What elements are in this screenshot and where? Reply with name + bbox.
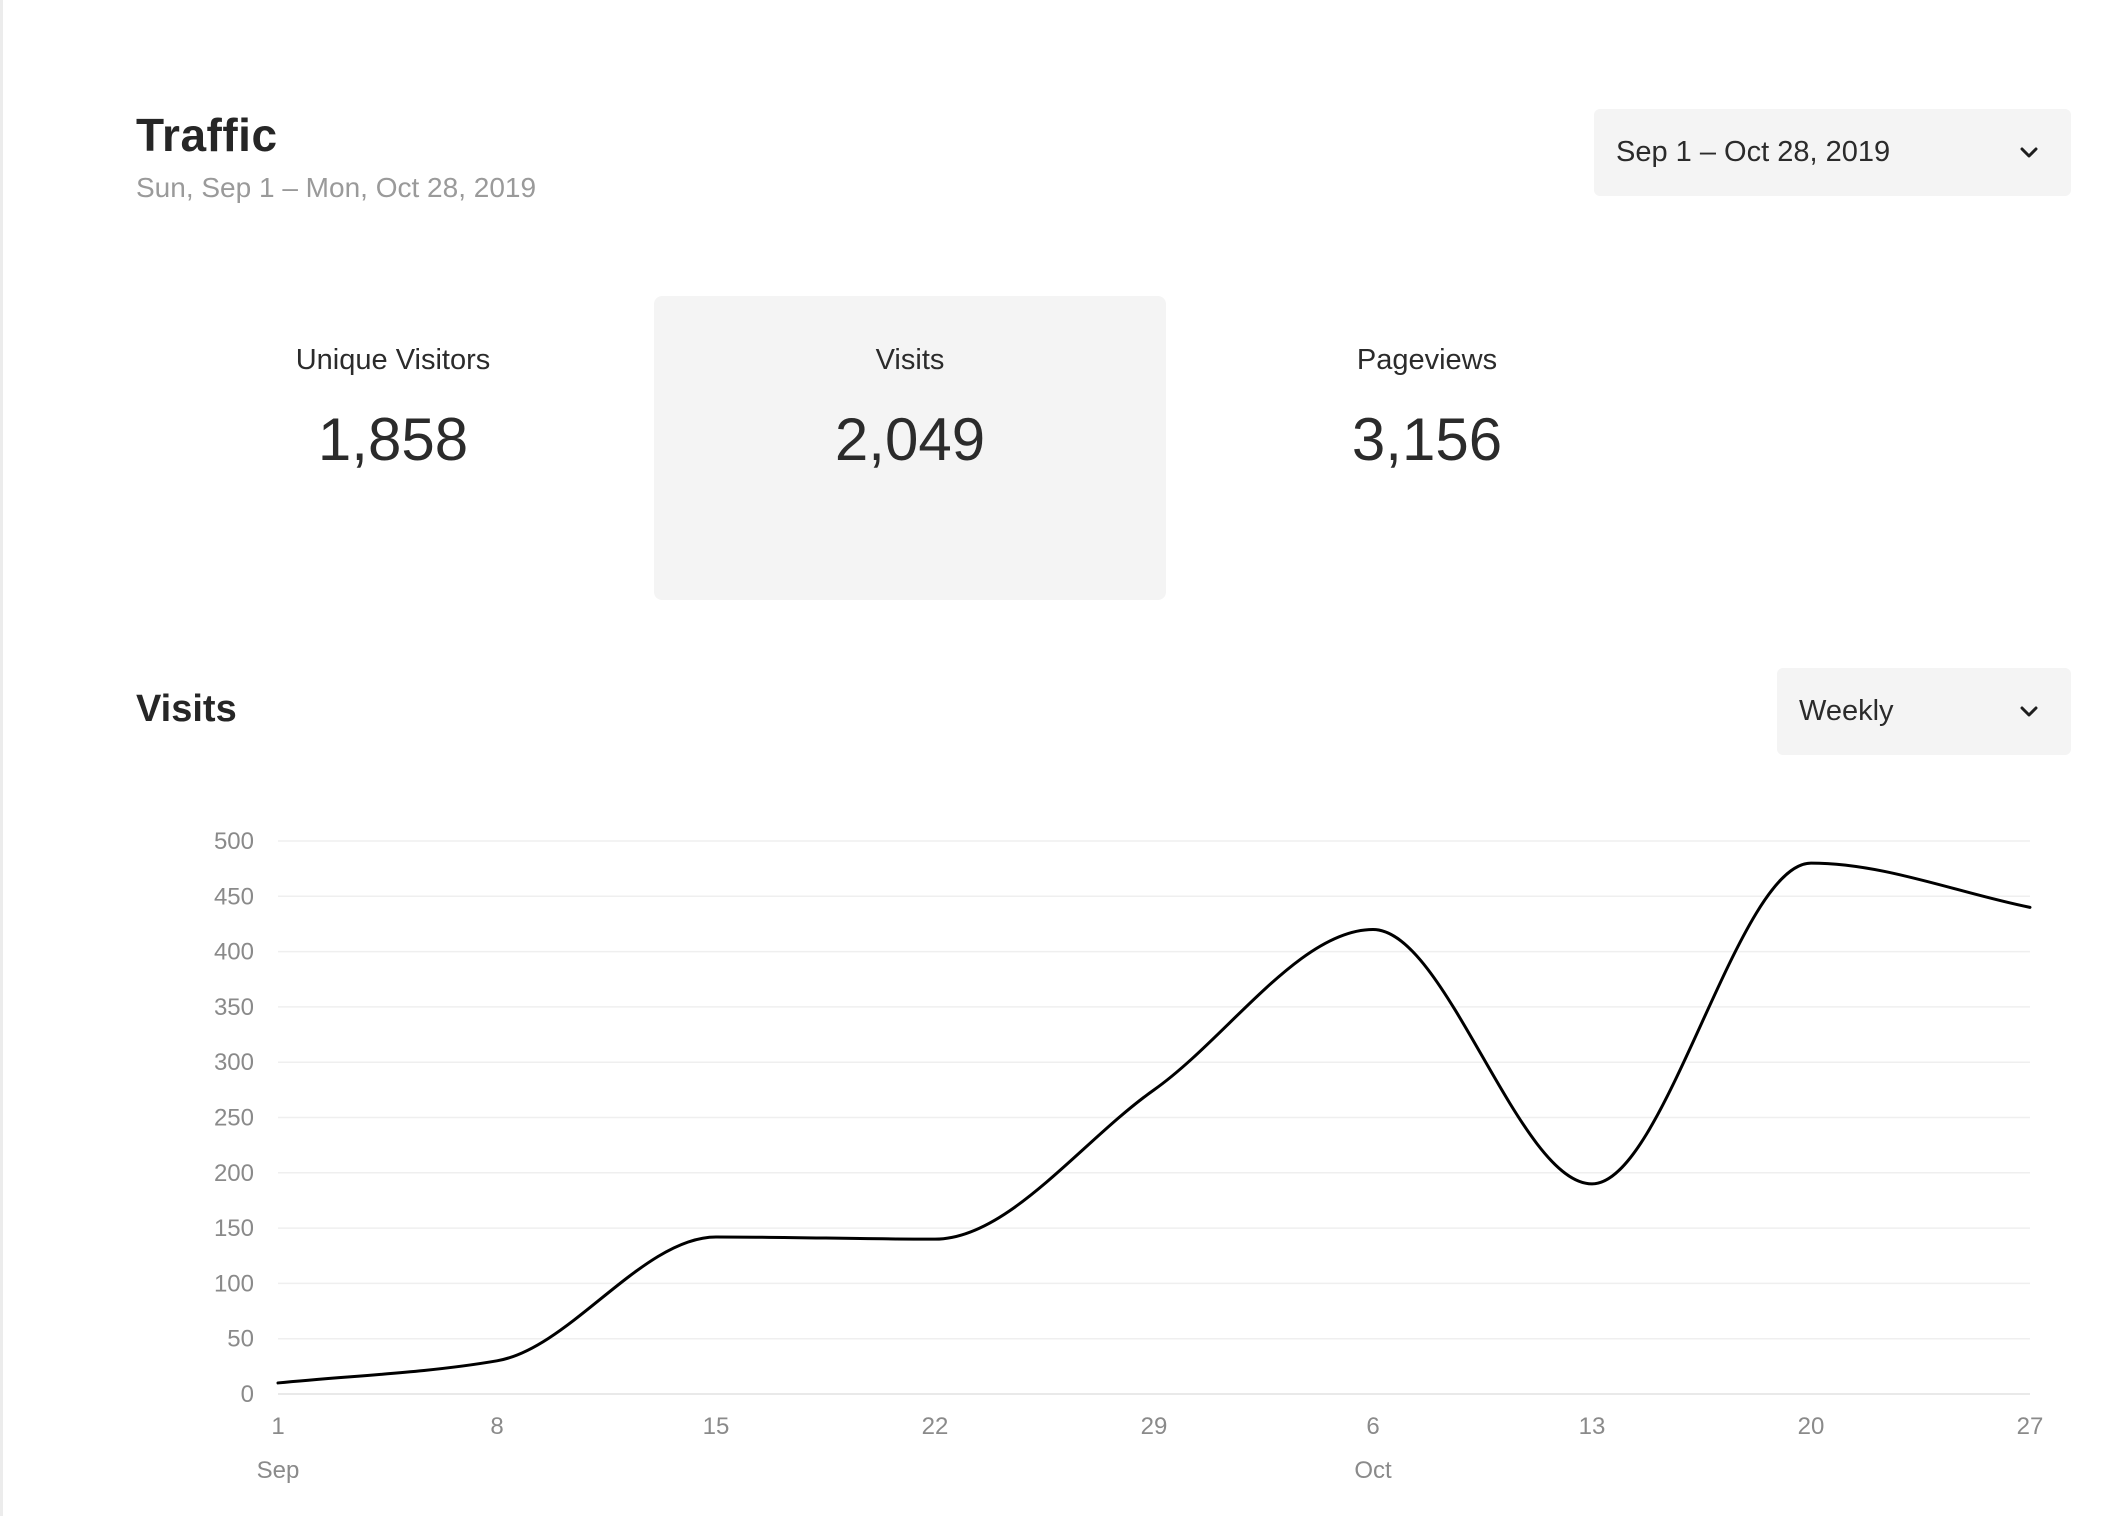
date-range-select-value: Sep 1 – Oct 28, 2019 <box>1616 136 1891 168</box>
chart-x-axis: 1 8 15 22 29 6 13 20 27 Sep Oct <box>257 1413 2044 1484</box>
x-tick-label: 29 <box>1141 1413 1168 1440</box>
stat-value: 1,858 <box>317 406 469 473</box>
stat-value: 3,156 <box>1351 406 1503 473</box>
stat-unique-visitors[interactable]: Unique Visitors 1,858 <box>137 296 649 600</box>
chevron-down-icon <box>2017 141 2041 165</box>
stat-value: 2,049 <box>834 406 986 473</box>
page-title: Traffic <box>136 109 278 161</box>
x-tick-label: 8 <box>490 1413 503 1440</box>
y-tick-label: 0 <box>241 1381 254 1408</box>
x-tick-label: 27 <box>2017 1413 2044 1440</box>
page-date-range-subtitle: Sun, Sep 1 – Mon, Oct 28, 2019 <box>136 172 537 203</box>
y-tick-label: 450 <box>214 883 254 910</box>
x-tick-label: 13 <box>1579 1413 1606 1440</box>
y-tick-label: 150 <box>214 1215 254 1242</box>
stat-pageviews[interactable]: Pageviews 3,156 <box>1171 296 1683 600</box>
y-tick-label: 350 <box>214 994 254 1021</box>
y-tick-label: 100 <box>214 1270 254 1297</box>
visits-series-line <box>276 861 2032 1385</box>
y-tick-label: 250 <box>214 1105 254 1132</box>
y-tick-label: 500 <box>214 828 254 855</box>
chevron-down-icon <box>2017 700 2041 724</box>
x-month-label: Oct <box>1354 1457 1392 1484</box>
stat-label: Pageviews <box>1356 344 1498 376</box>
date-range-select[interactable]: Sep 1 – Oct 28, 2019 <box>1594 109 2071 196</box>
x-tick-label: 15 <box>703 1413 730 1440</box>
visits-section-title: Visits <box>136 688 237 730</box>
interval-select[interactable]: Weekly <box>1777 668 2071 755</box>
stat-label: Visits <box>875 344 945 376</box>
chart-gridlines <box>278 840 2030 1395</box>
y-tick-label: 300 <box>214 1049 254 1076</box>
x-tick-label: 22 <box>922 1413 949 1440</box>
stat-label: Unique Visitors <box>295 344 491 376</box>
chart-series-layer <box>276 861 2032 1385</box>
page-left-border <box>0 0 3 1516</box>
x-tick-label: 6 <box>1366 1413 1379 1440</box>
y-tick-label: 400 <box>214 939 254 966</box>
interval-select-value: Weekly <box>1799 695 1894 727</box>
chart-y-axis: 0 50 100 150 200 250 300 350 400 450 500 <box>214 828 254 1408</box>
y-tick-label: 50 <box>227 1326 254 1353</box>
x-month-label: Sep <box>257 1457 300 1484</box>
stat-visits[interactable]: Visits 2,049 <box>654 296 1166 600</box>
x-tick-label: 1 <box>271 1413 284 1440</box>
x-tick-label: 20 <box>1798 1413 1825 1440</box>
y-tick-label: 200 <box>214 1160 254 1187</box>
